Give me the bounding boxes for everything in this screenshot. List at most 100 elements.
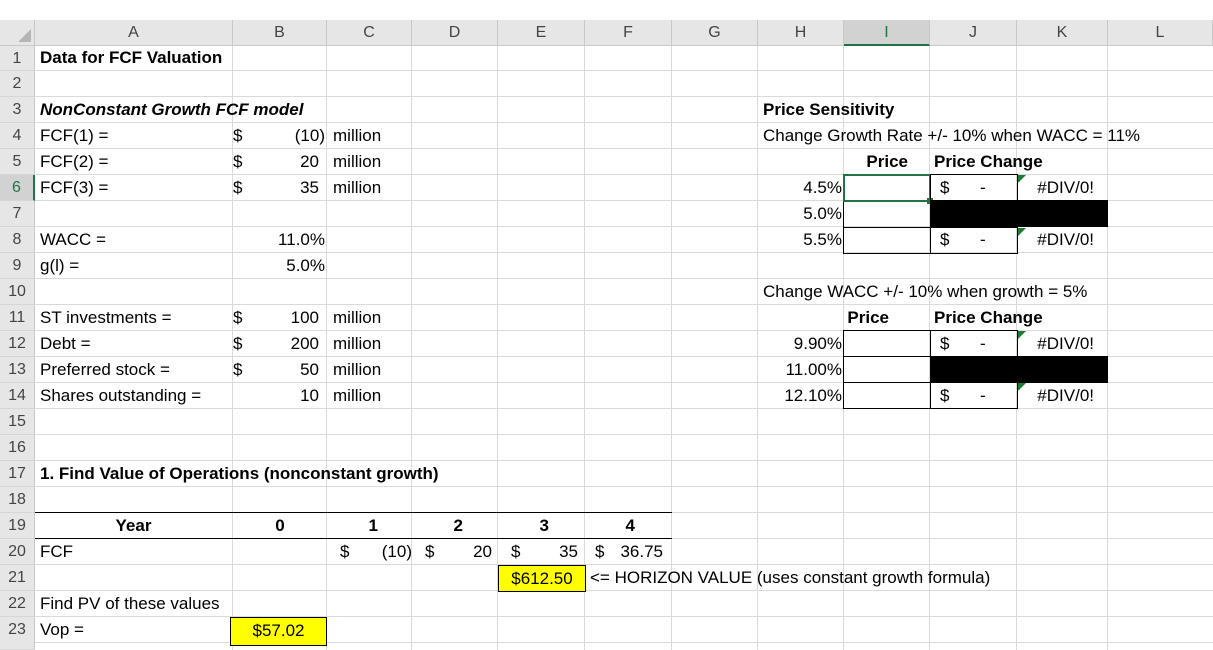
- cell-k6-error[interactable]: #DIV/0!: [1037, 178, 1094, 197]
- row-header-8[interactable]: 8: [0, 227, 35, 253]
- row-header-5[interactable]: 5: [0, 149, 35, 175]
- cell-a12-label[interactable]: Debt =: [40, 334, 91, 353]
- row-header-21[interactable]: 21: [0, 565, 35, 591]
- row-header-18[interactable]: 18: [0, 487, 35, 513]
- cell-e20-currency[interactable]: $: [511, 542, 521, 561]
- cell-b23-vop-value[interactable]: $57.02: [230, 617, 327, 646]
- column-header-e[interactable]: E: [498, 20, 585, 46]
- cell-c20-value[interactable]: (10): [381, 542, 412, 561]
- cell-d20-value[interactable]: 20: [473, 542, 492, 561]
- cell-h10-wacc-heading[interactable]: Change WACC +/- 10% when growth = 5%: [763, 282, 1088, 301]
- cell-c20-currency[interactable]: $: [340, 542, 350, 561]
- row-header-20[interactable]: 20: [0, 539, 35, 565]
- cell-d19-year[interactable]: 2: [453, 516, 463, 535]
- row-header-10[interactable]: 10: [0, 279, 35, 305]
- cell-b11-value[interactable]: 100: [290, 308, 319, 327]
- column-header-l[interactable]: L: [1108, 20, 1213, 46]
- row-header-6[interactable]: 6: [0, 175, 35, 201]
- cell-c5-unit[interactable]: million: [333, 152, 382, 171]
- cell-b14-value[interactable]: 10: [300, 386, 319, 405]
- cell-b8-value[interactable]: 11.0%: [278, 230, 325, 249]
- select-all-corner[interactable]: [0, 20, 35, 46]
- row-header-17[interactable]: 17: [0, 461, 35, 487]
- cell-d20-currency[interactable]: $: [425, 542, 435, 561]
- cell-a11-label[interactable]: ST investments =: [40, 308, 172, 327]
- row-header-11[interactable]: 11: [0, 305, 35, 331]
- cell-e21-horizon-value[interactable]: $612.50: [498, 565, 586, 592]
- cell-b13-value[interactable]: 50: [300, 360, 319, 379]
- price-cell-i8[interactable]: [843, 227, 931, 254]
- cell-a23-label[interactable]: Vop =: [40, 620, 84, 639]
- cell-b9-value[interactable]: 5.0%: [286, 256, 325, 275]
- cell-k8-error[interactable]: #DIV/0!: [1037, 230, 1094, 249]
- cell-a13-label[interactable]: Preferred stock =: [40, 360, 170, 379]
- row-header-9[interactable]: 9: [0, 253, 35, 279]
- cell-b11-currency[interactable]: $: [233, 308, 243, 327]
- cell-a3-heading[interactable]: NonConstant Growth FCF model: [40, 100, 304, 119]
- cell-h12-rate[interactable]: 9.90%: [793, 334, 842, 353]
- cell-h8-rate[interactable]: 5.5%: [803, 230, 842, 249]
- column-header-b[interactable]: B: [233, 20, 327, 46]
- column-header-c[interactable]: C: [327, 20, 412, 46]
- cell-h7-rate[interactable]: 5.0%: [803, 204, 842, 223]
- cell-f20-value[interactable]: 36.75: [620, 542, 663, 561]
- cell-e20-value[interactable]: 35: [559, 542, 578, 561]
- cell-i5-price-header[interactable]: Price: [866, 152, 908, 171]
- row-header-15[interactable]: 15: [0, 409, 35, 435]
- cell-j11-price-change-header[interactable]: Price Change: [934, 308, 1043, 327]
- price-cell-i7[interactable]: [843, 201, 931, 228]
- cell-c11-unit[interactable]: million: [333, 308, 382, 327]
- cell-b6-value[interactable]: 35: [300, 178, 319, 197]
- cell-b4-currency[interactable]: $: [233, 126, 243, 145]
- cell-b19-year[interactable]: 0: [275, 516, 285, 535]
- cell-c14-unit[interactable]: million: [333, 386, 382, 405]
- row-header-1[interactable]: 1: [0, 46, 35, 71]
- cell-h13-rate[interactable]: 11.00%: [785, 360, 842, 379]
- row-header-16[interactable]: 16: [0, 435, 35, 461]
- cell-a22-label[interactable]: Find PV of these values: [40, 594, 220, 613]
- row-header-7[interactable]: 7: [0, 201, 35, 227]
- cell-j5-price-change-header[interactable]: Price Change: [934, 152, 1043, 171]
- cell-c6-unit[interactable]: million: [333, 178, 382, 197]
- row-header-14[interactable]: 14: [0, 383, 35, 409]
- column-header-i[interactable]: I: [844, 20, 930, 46]
- cell-c19-year[interactable]: 1: [368, 516, 378, 535]
- cell-a5-label[interactable]: FCF(2) =: [40, 152, 109, 171]
- column-header-k[interactable]: K: [1017, 20, 1108, 46]
- row-header-22[interactable]: 22: [0, 591, 35, 617]
- cell-f19-year[interactable]: 4: [625, 516, 635, 535]
- cell-e19-year[interactable]: 3: [539, 516, 549, 535]
- cell-k14-error[interactable]: #DIV/0!: [1037, 386, 1094, 405]
- active-cell-selection[interactable]: [843, 174, 931, 202]
- cell-f21-horizon-note[interactable]: <= HORIZON VALUE (uses constant growth f…: [590, 568, 991, 587]
- cell-h4-growth-heading[interactable]: Change Growth Rate +/- 10% when WACC = 1…: [763, 126, 1141, 145]
- cell-a9-label[interactable]: g(l) =: [40, 256, 80, 275]
- column-header-h[interactable]: H: [758, 20, 844, 46]
- column-header-d[interactable]: D: [412, 20, 498, 46]
- row-header-13[interactable]: 13: [0, 357, 35, 383]
- column-header-g[interactable]: G: [672, 20, 758, 46]
- cell-h3-sens-title[interactable]: Price Sensitivity: [763, 100, 895, 119]
- column-header-a[interactable]: A: [35, 20, 233, 46]
- cell-h6-rate[interactable]: 4.5%: [803, 178, 842, 197]
- cell-c13-unit[interactable]: million: [333, 360, 382, 379]
- cell-b12-currency[interactable]: $: [233, 334, 243, 353]
- column-header-j[interactable]: J: [930, 20, 1017, 46]
- price-cell-i14[interactable]: [843, 382, 931, 409]
- price-change-cell-j8[interactable]: [930, 227, 1018, 254]
- cell-a6-label[interactable]: FCF(3) =: [40, 178, 109, 197]
- cell-k12-error[interactable]: #DIV/0!: [1037, 334, 1094, 353]
- cell-h14-rate[interactable]: 12.10%: [784, 386, 842, 405]
- column-header-f[interactable]: F: [585, 20, 672, 46]
- cell-b5-currency[interactable]: $: [233, 152, 243, 171]
- cell-a17-heading[interactable]: 1. Find Value of Operations (nonconstant…: [40, 464, 439, 483]
- cell-b4-value[interactable]: (10): [294, 126, 325, 145]
- cell-f20-currency[interactable]: $: [595, 542, 605, 561]
- cell-a20-label[interactable]: FCF: [40, 542, 74, 561]
- row-header-23[interactable]: 23: [0, 617, 35, 650]
- row-header-12[interactable]: 12: [0, 331, 35, 357]
- row-header-19[interactable]: 19: [0, 513, 35, 539]
- cell-b12-value[interactable]: 200: [290, 334, 319, 353]
- cell-c4-unit[interactable]: million: [333, 126, 382, 145]
